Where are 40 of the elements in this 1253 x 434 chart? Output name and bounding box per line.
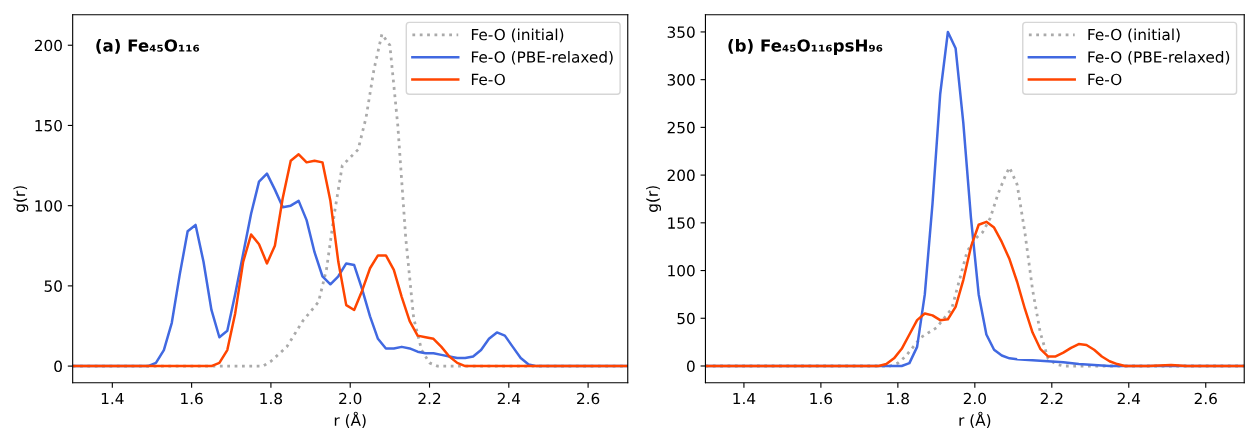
y-axis-title: g(r) (13, 186, 29, 212)
x-tick-label: 1.6 (181, 392, 203, 405)
x-tick-label: 1.4 (101, 392, 124, 405)
x-tick-label: 1.8 (887, 392, 909, 405)
y-tick-label: 150 (668, 217, 695, 229)
legend-label: Fe-O (initial) (1088, 28, 1180, 43)
legend-label: Fe-O (1088, 73, 1122, 86)
x-tick-label: 2.6 (1194, 392, 1217, 405)
y-tick-label: 50 (44, 280, 62, 292)
x-tick-label: 2.0 (339, 392, 362, 405)
x-axis-title: r (Å) (334, 411, 366, 428)
x-tick-label: 2.0 (963, 392, 986, 405)
legend-label: Fe-O (PBE-relaxed) (471, 50, 613, 65)
x-tick-label: 2.6 (577, 392, 600, 405)
y-tick-label: 100 (668, 265, 695, 277)
legend-label: Fe-O (initial) (471, 28, 564, 43)
x-tick-label: 1.4 (733, 392, 756, 405)
line-series (705, 220, 1245, 368)
text: (a) Fe₄₅O₁₁₆ (96, 38, 200, 54)
x-tick-label: 2.2 (1040, 392, 1063, 405)
y-tick-label: 0 (687, 360, 695, 373)
y-axis-title: g(r) (646, 186, 661, 212)
y-tick-label: 300 (667, 74, 695, 86)
legend-label: Fe-O (PBE-relaxed) (1088, 50, 1230, 65)
y-tick-label: 200 (667, 169, 695, 182)
text: (b) Fe₄₅O₁₁₆psH₉₆ (728, 38, 883, 56)
x-tick-label: 2.4 (497, 392, 521, 405)
x-tick-label: 1.8 (260, 392, 283, 405)
x-axis-title: r (Å) (959, 411, 991, 428)
y-tick-label: 0 (54, 360, 62, 373)
x-tick-label: 2.4 (1117, 392, 1141, 405)
x-tick-label: 2.2 (418, 392, 441, 405)
y-tick-label: 200 (34, 39, 62, 52)
legend-label: Fe-O (471, 73, 505, 86)
x-tick-label: 1.6 (810, 392, 833, 405)
y-tick-label: 50 (677, 312, 695, 325)
y-tick-label: 250 (667, 121, 695, 134)
y-tick-label: 150 (35, 119, 62, 132)
y-tick-label: 100 (35, 200, 62, 212)
y-tick-label: 350 (667, 26, 695, 38)
